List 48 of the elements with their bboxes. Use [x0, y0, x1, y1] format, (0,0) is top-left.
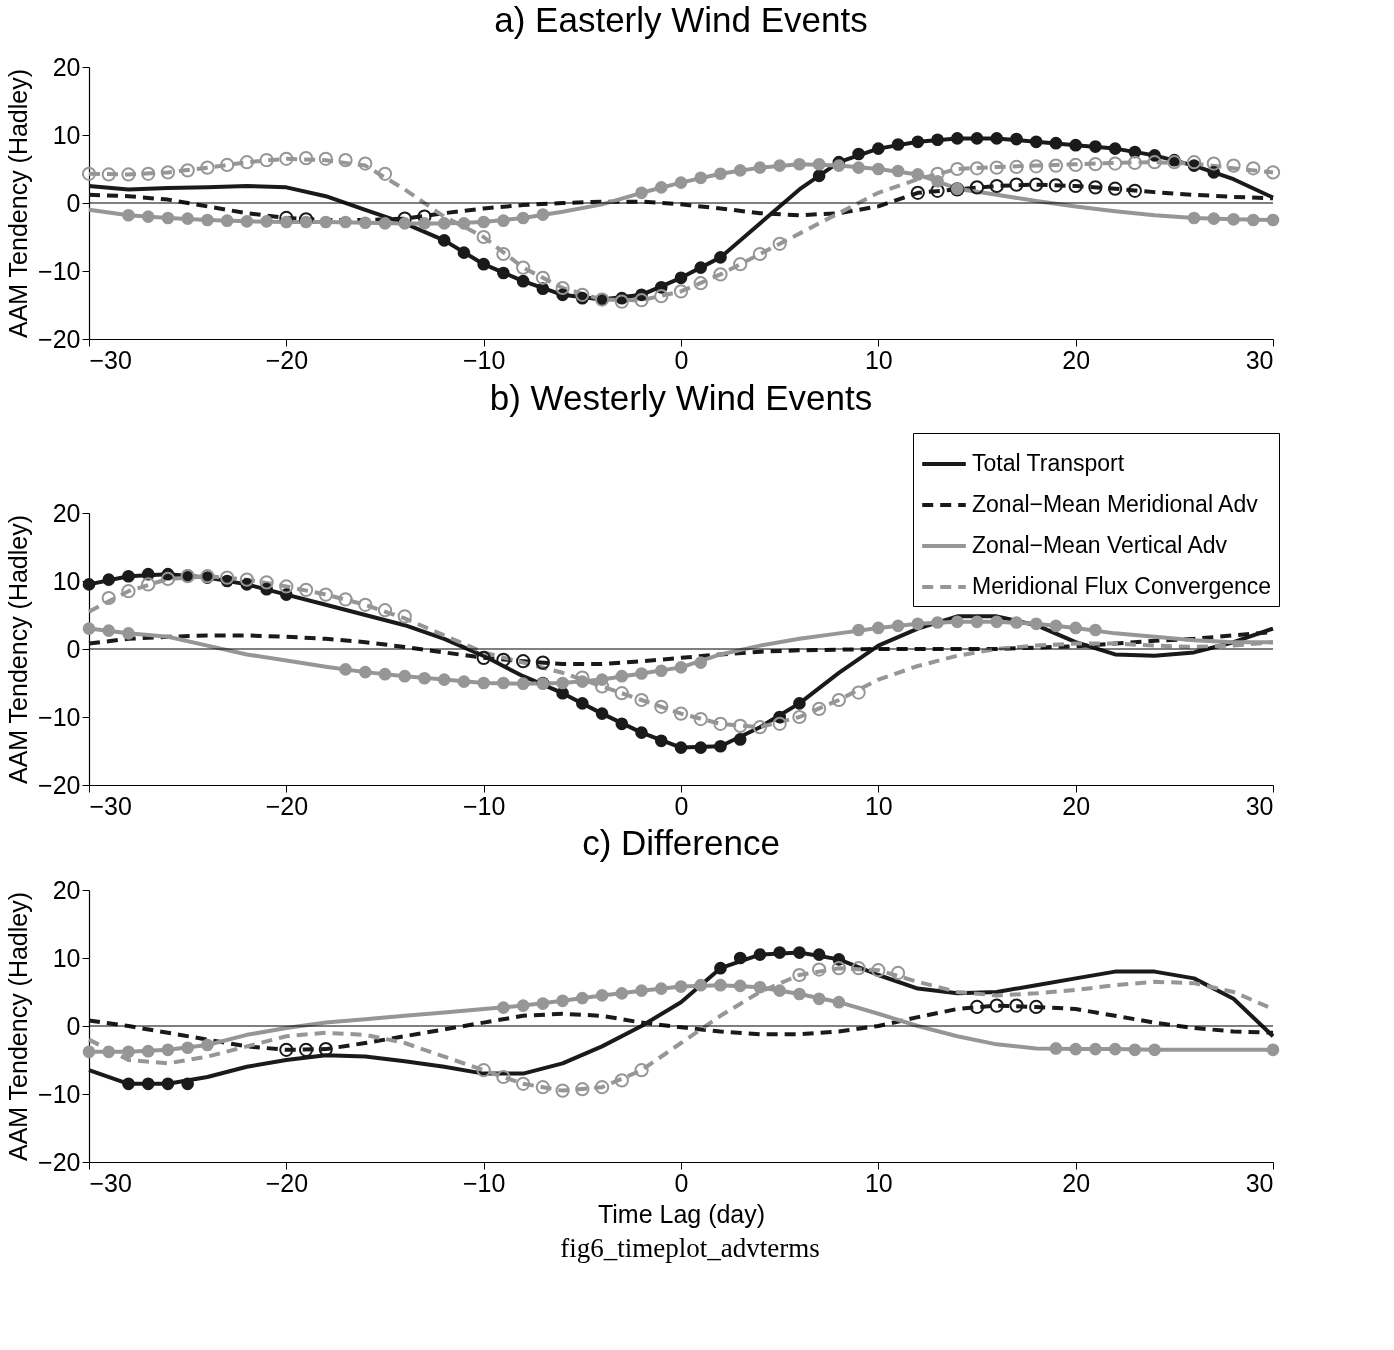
x-tick-label: 0 [674, 1168, 689, 1197]
caption: fig6_timeplot_advterms [559, 1233, 821, 1264]
x-tick-label: 10 [864, 1168, 893, 1197]
x-axis-title: Time Lag (day) [597, 1199, 766, 1228]
x-tick-label: −10 [462, 345, 506, 374]
y-tick-label: −20 [38, 324, 81, 353]
chart-title: b) Westerly Wind Events [489, 377, 873, 417]
y-tick-label: −20 [38, 1147, 81, 1176]
x-tick-label: −20 [265, 345, 309, 374]
x-tick-label: 0 [674, 791, 689, 820]
y-tick-label: 10 [52, 943, 81, 972]
x-tick-label: 20 [1062, 791, 1091, 820]
x-tick-label: −10 [462, 791, 506, 820]
y-tick-label: 10 [52, 120, 81, 149]
x-tick-label: 20 [1062, 1168, 1091, 1197]
y-tick-label: 20 [52, 52, 81, 81]
x-tick-label: −20 [265, 791, 309, 820]
y-tick-label: 0 [66, 634, 81, 663]
x-tick-label: −30 [89, 345, 132, 374]
y-tick-label: −10 [38, 1079, 81, 1108]
x-tick-label: 0 [674, 345, 689, 374]
y-axis-title: AAM Tendency (Hadley) [4, 514, 33, 785]
y-tick-label: 0 [66, 1011, 81, 1040]
y-axis-title: AAM Tendency (Hadley) [4, 68, 33, 339]
y-tick-label: 20 [52, 498, 81, 527]
x-tick-label: −10 [462, 1168, 506, 1197]
chart-title: a) Easterly Wind Events [494, 0, 868, 39]
x-tick-label: 30 [1245, 791, 1274, 820]
chart-title: c) Difference [582, 823, 780, 862]
x-tick-label: 20 [1062, 345, 1091, 374]
x-tick-label: 30 [1245, 1168, 1274, 1197]
y-tick-label: −10 [38, 256, 81, 285]
legend-label: Total Transport [972, 450, 1125, 476]
legend-label: Meridional Flux Convergence [972, 573, 1272, 599]
y-tick-label: −10 [38, 702, 81, 731]
x-tick-label: −20 [265, 1168, 309, 1197]
legend-label: Zonal−Mean Meridional Adv [972, 491, 1259, 517]
x-tick-label: −30 [89, 1168, 132, 1197]
x-tick-label: 10 [864, 345, 893, 374]
y-tick-label: 10 [52, 566, 81, 595]
x-tick-label: 30 [1245, 345, 1274, 374]
y-axis-title: AAM Tendency (Hadley) [4, 891, 33, 1162]
y-tick-label: 0 [66, 188, 81, 217]
y-tick-label: 20 [52, 875, 81, 904]
x-tick-label: −30 [89, 791, 132, 820]
legend-label: Zonal−Mean Vertical Adv [972, 532, 1228, 558]
x-tick-label: 10 [864, 791, 893, 820]
y-tick-label: −20 [38, 770, 81, 799]
